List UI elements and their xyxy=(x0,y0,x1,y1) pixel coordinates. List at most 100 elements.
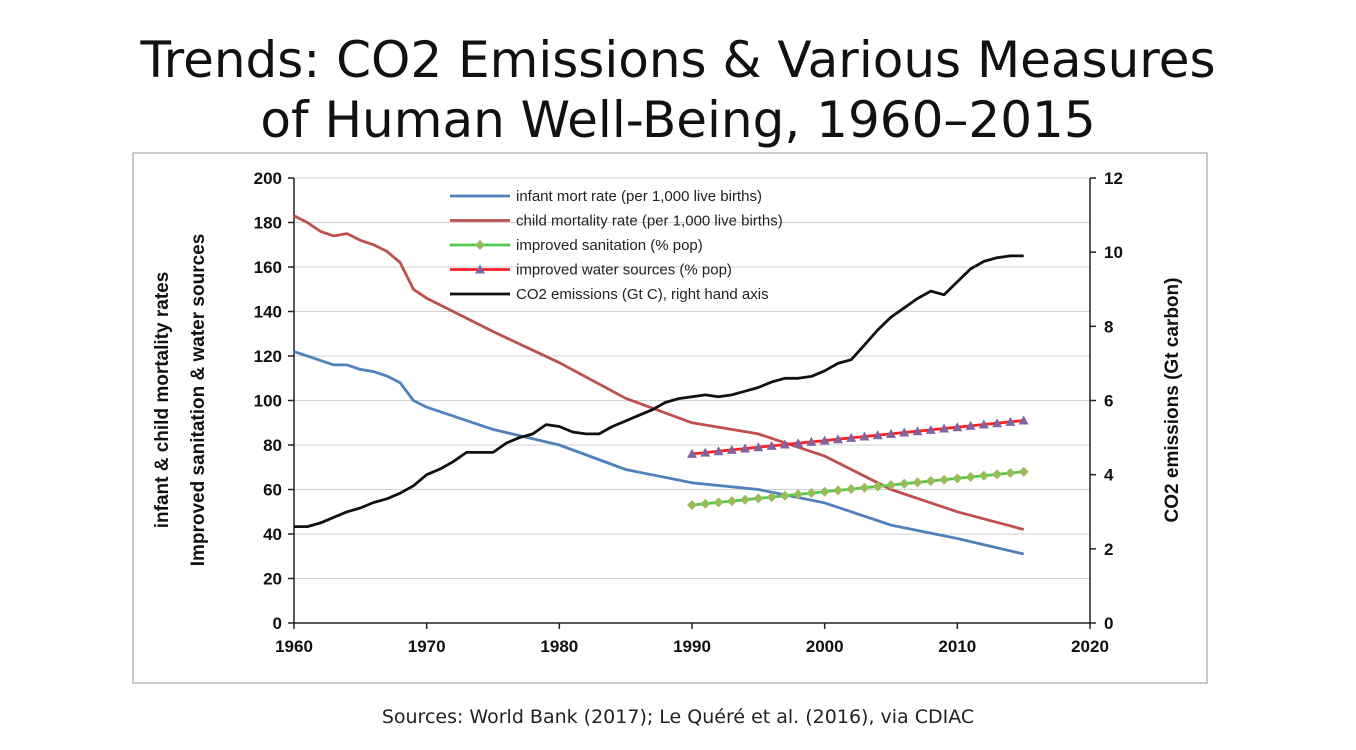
co2-emissions-line xyxy=(294,254,1024,528)
y-right-tick-label: 2 xyxy=(1104,540,1113,559)
legend-marker-improved-water xyxy=(475,264,485,274)
improved-sanitation-point xyxy=(713,497,724,508)
y-left-tick-label: 200 xyxy=(254,169,282,188)
improved-water-point xyxy=(859,431,870,441)
legend-entry-infant-mortality: infant mort rate (per 1,000 live births) xyxy=(450,188,762,205)
child-mortality-line xyxy=(293,214,1025,531)
improved-water-point xyxy=(992,418,1003,428)
x-tick-label: 1990 xyxy=(673,637,711,656)
legend: infant mort rate (per 1,000 live births)… xyxy=(450,188,783,303)
y-right-tick-label: 8 xyxy=(1104,317,1113,336)
improved-water-point xyxy=(1005,416,1016,426)
improved-water-point xyxy=(819,435,830,445)
improved-water-point xyxy=(872,430,883,440)
improved-sanitation-point xyxy=(793,489,804,500)
y-right-tick-label: 10 xyxy=(1104,243,1123,262)
legend-entry-improved-sanitation: improved sanitation (% pop) xyxy=(450,237,703,254)
y-right-tick-label: 6 xyxy=(1104,392,1113,411)
y-left-tick-label: 80 xyxy=(263,436,282,455)
y-left-tick-label: 60 xyxy=(263,481,282,500)
infant-mortality-series xyxy=(293,350,1025,556)
chart-frame xyxy=(132,152,1208,684)
slide-title-line-1: Trends: CO2 Emissions & Various Measures xyxy=(140,31,1216,89)
improved-sanitation-point xyxy=(846,484,857,495)
improved-sanitation-point xyxy=(939,474,950,485)
y-axis-left-label-line-1: infant & child mortality rates xyxy=(152,272,173,529)
improved-water-point xyxy=(793,438,804,448)
axes: 0204060801001201401601802000246810121960… xyxy=(254,169,1123,656)
gridlines xyxy=(294,177,1090,579)
legend-label-improved-sanitation: improved sanitation (% pop) xyxy=(516,237,703,254)
improved-sanitation-point xyxy=(779,490,790,501)
sources-caption: Sources: World Bank (2017); Le Quéré et … xyxy=(381,706,975,728)
improved-water-point xyxy=(978,419,989,429)
legend-label-child-mortality: child mortality rate (per 1,000 live bir… xyxy=(516,213,783,230)
y-right-tick-label: 12 xyxy=(1104,169,1123,188)
improved-sanitation-point xyxy=(899,478,910,489)
legend-label-improved-water: improved water sources (% pop) xyxy=(516,262,732,279)
legend-marker-improved-sanitation xyxy=(475,240,485,250)
x-tick-label: 1970 xyxy=(408,637,446,656)
co2-emissions-series xyxy=(294,254,1024,528)
y-left-tick-label: 160 xyxy=(254,258,282,277)
x-tick-label: 2010 xyxy=(938,637,976,656)
improved-water-point xyxy=(687,448,697,458)
y-left-tick-label: 0 xyxy=(273,614,282,633)
improved-water-series xyxy=(687,415,1029,458)
improved-water-point xyxy=(700,447,711,457)
improved-sanitation-point xyxy=(832,485,843,496)
improved-sanitation-point xyxy=(753,493,764,504)
improved-sanitation-point xyxy=(912,477,923,488)
improved-water-point xyxy=(766,440,777,450)
y-axis-right-label: CO2 emissions (Gt carbon) xyxy=(1162,278,1183,523)
x-tick-label: 1960 xyxy=(275,637,313,656)
improved-water-point xyxy=(846,432,857,442)
y-axis-left-label-line-2: Improved sanitation & water sources xyxy=(188,234,209,567)
improved-sanitation-point xyxy=(992,469,1003,480)
improved-sanitation-point xyxy=(819,486,830,497)
improved-sanitation-series xyxy=(687,466,1029,511)
improved-sanitation-point xyxy=(1018,466,1029,477)
improved-sanitation-point xyxy=(766,492,777,503)
improved-sanitation-point xyxy=(726,496,737,507)
improved-sanitation-point xyxy=(806,488,817,499)
y-left-tick-label: 180 xyxy=(254,214,282,233)
x-tick-label: 2000 xyxy=(806,637,844,656)
y-right-tick-label: 0 xyxy=(1104,614,1113,633)
x-tick-label: 1980 xyxy=(540,637,578,656)
improved-sanitation-point xyxy=(872,481,883,492)
child-mortality-series xyxy=(293,214,1025,531)
axis-labels: infant & child mortality rates Improved … xyxy=(152,234,1183,567)
improved-sanitation-point xyxy=(859,482,870,493)
legend-entry-co2-emissions: CO2 emissions (Gt C), right hand axis xyxy=(450,286,769,303)
improved-sanitation-point xyxy=(700,498,711,509)
series-group xyxy=(293,214,1029,556)
legend-label-co2-emissions: CO2 emissions (Gt C), right hand axis xyxy=(516,286,769,303)
slide-title-line-2: of Human Well-Being, 1960–2015 xyxy=(260,91,1096,149)
improved-water-point xyxy=(965,420,976,430)
improved-sanitation-point xyxy=(740,494,751,505)
improved-water-point xyxy=(939,423,950,433)
improved-water-point xyxy=(886,428,896,438)
improved-water-point xyxy=(713,446,724,456)
y-left-tick-label: 100 xyxy=(254,392,282,411)
y-left-tick-label: 40 xyxy=(263,525,282,544)
slide-title: Trends: CO2 Emissions & Various Measures… xyxy=(0,30,1356,150)
legend-label-infant-mortality: infant mort rate (per 1,000 live births) xyxy=(516,188,762,205)
improved-water-point xyxy=(832,434,843,444)
x-tick-label: 2020 xyxy=(1071,637,1109,656)
improved-sanitation-point xyxy=(886,480,896,491)
improved-water-point xyxy=(753,442,764,452)
improved-sanitation-point xyxy=(952,473,963,484)
improved-water-point xyxy=(952,422,963,432)
infant-mortality-line xyxy=(293,350,1025,556)
improved-sanitation-point xyxy=(687,500,697,511)
y-right-tick-label: 4 xyxy=(1104,466,1114,485)
improved-water-point xyxy=(912,426,923,436)
improved-sanitation-point xyxy=(965,472,976,483)
improved-water-point xyxy=(1018,415,1029,425)
improved-sanitation-point xyxy=(925,476,936,487)
improved-sanitation-point xyxy=(1005,468,1016,479)
y-left-tick-label: 140 xyxy=(254,303,282,322)
improved-water-point xyxy=(726,444,737,454)
